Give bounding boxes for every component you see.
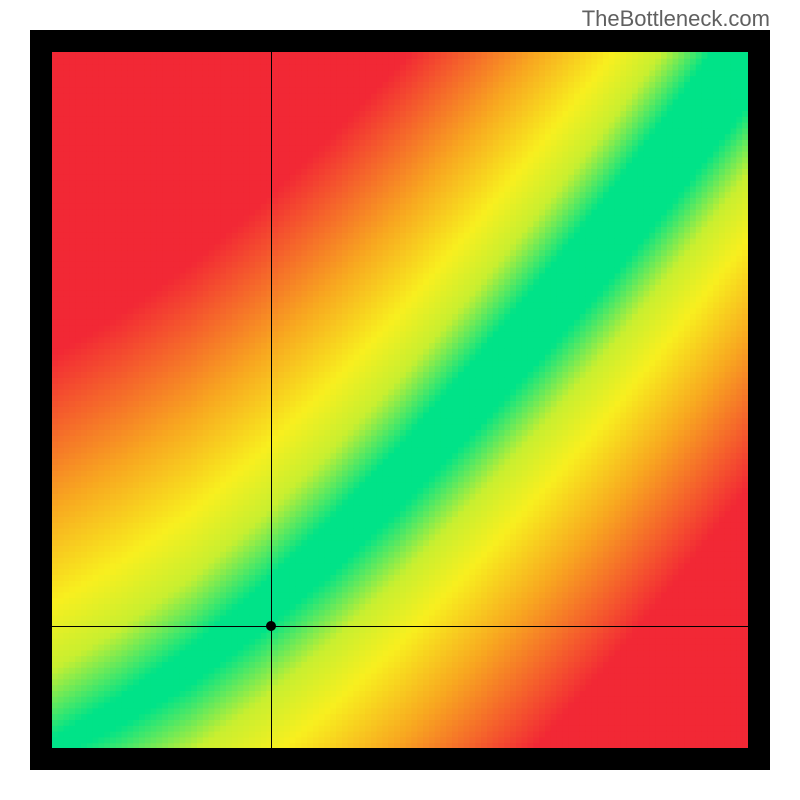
crosshair-vertical <box>271 52 272 748</box>
chart-container: TheBottleneck.com <box>0 0 800 800</box>
crosshair-horizontal <box>52 626 748 627</box>
chart-frame <box>30 30 770 770</box>
crosshair-marker-dot <box>266 621 276 631</box>
watermark-text: TheBottleneck.com <box>582 6 770 32</box>
heatmap-canvas <box>52 52 748 748</box>
